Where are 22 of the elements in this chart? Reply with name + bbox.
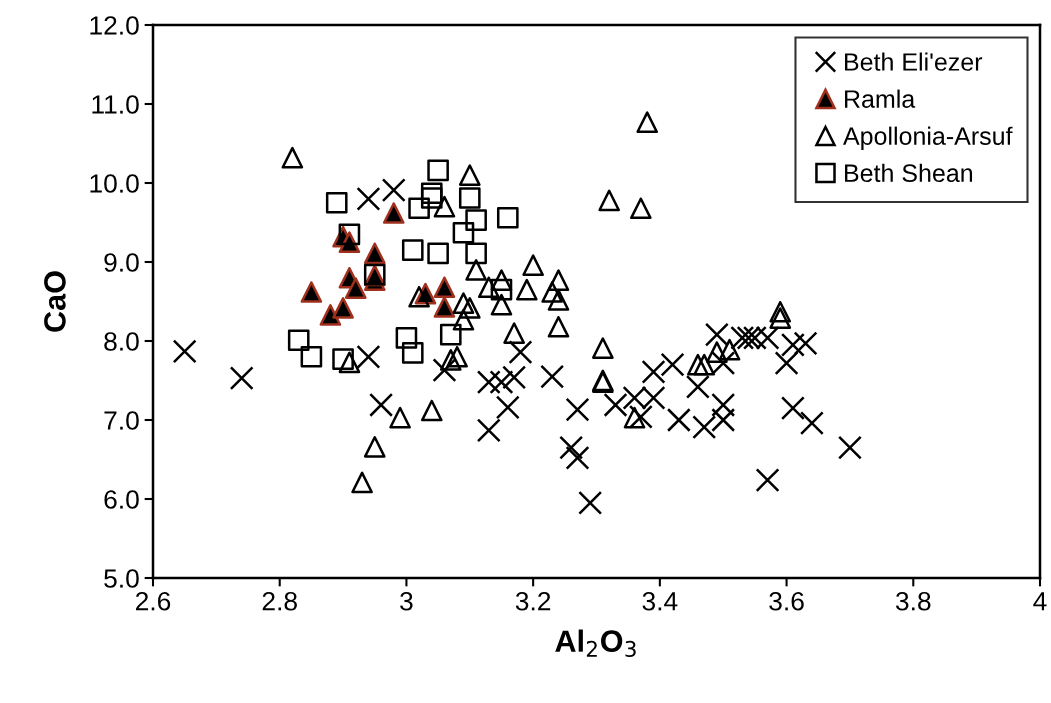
legend-label: Ramla [845, 89, 916, 108]
x-tick-label: 3.2 [515, 591, 551, 611]
legend-label: Beth Shean [845, 163, 973, 183]
x-tick-label: 2.6 [135, 591, 171, 611]
y-tick-label: 9.0 [104, 253, 139, 272]
y-tick-label: 5.0 [104, 569, 139, 588]
x-tick-label: 2.8 [262, 591, 297, 611]
y-tick-label: 8.0 [104, 332, 139, 351]
legend-label: Beth Eli'ezer [845, 52, 983, 71]
y-axis-title: CaO [44, 271, 66, 332]
y-tick-label: 12.0 [90, 16, 139, 35]
x-tick-label: 3.4 [642, 591, 678, 611]
legend-label: Apollonia-Arsuf [843, 126, 1013, 150]
x-axis-title: Al$_{2}$O$_{3}$ [555, 629, 636, 657]
x-tick-label: 4 [1033, 592, 1047, 611]
y-tick-label: 10.0 [90, 174, 139, 193]
y-tick-label: 6.0 [104, 490, 139, 509]
x-tick-label: 3 [400, 591, 413, 611]
x-tick-label: 3.6 [769, 591, 804, 611]
x-tick-label: 3.8 [895, 591, 931, 611]
y-tick-label: 7.0 [104, 411, 139, 430]
y-tick-label: 11.0 [92, 95, 139, 114]
